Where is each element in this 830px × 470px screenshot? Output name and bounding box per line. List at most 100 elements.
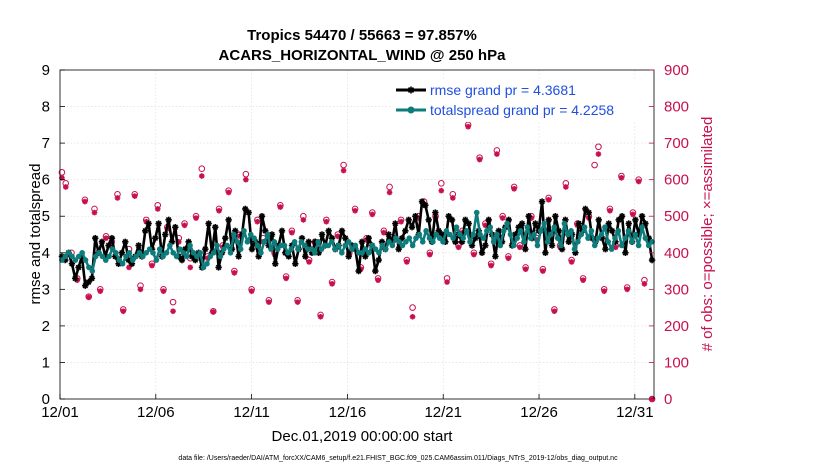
totalspread-point [217,253,224,260]
totalspread-point [534,242,541,249]
rmse-point [408,223,416,231]
totalspread-point [264,231,271,238]
totalspread-point [153,257,160,263]
totalspread-point [170,249,177,256]
totalspread-point [349,246,355,252]
totalspread-point [413,235,419,241]
rmse-point-stroke [575,220,582,227]
totalspread-point [92,253,99,260]
x-tick-label: 12/01 [41,404,79,421]
rmse-point-stroke [172,224,179,231]
rmse-point-stroke [235,253,242,260]
rmse-point [618,213,626,220]
obs-assimilated-point [624,286,630,293]
y-right-tick-label: 500 [664,208,689,225]
totalspread-point [379,242,386,249]
totalspread-point [453,224,460,230]
obs-assimilated-point [352,207,358,214]
obs-assimilated-point-stroke [636,178,642,185]
rmse-point-stroke [479,249,485,256]
rmse-point [482,242,489,249]
obs-assimilated-point [517,244,523,251]
rmse-point-stroke [249,246,255,252]
y-left-tick-label: 3 [42,281,50,298]
obs-assimilated-point [210,309,217,315]
rmse-point-stroke [492,253,499,260]
rmse-point-stroke [585,209,592,216]
totalspread-point [96,249,102,256]
totalspread-point [527,235,534,241]
rmse-point [305,238,312,246]
y-axis-left-label: rmse and totalspread [27,164,44,305]
rmse-point [292,260,299,267]
rmse-point [552,213,559,220]
totalspread-point [507,231,514,238]
obs-assimilated-point [294,299,301,305]
rmse-point [142,227,149,235]
rmse-point [485,216,492,224]
totalspread-point [382,246,389,252]
obs-assimilated-point-stroke [482,222,488,228]
totalspread-point [204,260,210,267]
totalspread-point [86,264,92,271]
totalspread-point [106,253,112,260]
totalspread-point [615,228,622,234]
rmse-point [632,216,639,224]
totalspread-point [544,239,551,245]
totalspread-point [639,224,645,230]
totalspread-point [490,239,497,245]
totalspread-point [457,231,463,238]
rmse-point [75,264,82,271]
totalspread-point [325,242,332,249]
totalspread-point [521,239,527,245]
obs-assimilated-point [630,211,636,218]
totalspread-point [288,246,295,252]
obs-assimilated-point [306,259,312,265]
obs-possible-point [409,304,416,311]
rmse-point [242,205,249,213]
rmse-point [72,275,79,282]
obs-assimilated-point [499,215,506,221]
rmse-point-stroke [405,217,412,223]
legend-rmse-star [407,86,415,94]
totalspread-point [214,242,220,249]
rmse-point-stroke [572,249,579,256]
totalspread-point [430,239,436,245]
rmse-point [412,213,419,220]
obs-assimilated-point [635,178,642,185]
rmse-point-stroke [165,217,172,223]
obs-assimilated-point-stroke [283,275,289,281]
rmse-point-stroke [452,238,459,245]
rmse-point [118,249,126,256]
obs-assimilated-point [563,184,569,190]
totalspread-point [436,235,443,241]
obs-assimilated-point [386,189,393,196]
rmse-point [162,231,169,238]
totalspread-point [504,220,510,227]
totalspread-point [595,235,601,241]
rmse-point [432,209,439,216]
totalspread-point [537,228,544,234]
obs-assimilated-point-stroke [381,230,387,236]
obs-assimilated-point [289,229,295,236]
rmse-point-stroke [72,275,79,282]
totalspread-point [200,264,207,271]
totalspread-point [187,242,193,249]
totalspread-point [261,239,268,245]
obs-assimilated-point-stroke [477,157,483,163]
totalspread-point [167,242,173,249]
rmse-point-stroke [422,202,429,209]
obs-assimilated-point-stroke [266,299,272,305]
obs-assimilated-point [97,288,104,294]
rmse-point-stroke [202,246,209,252]
rmse-point [595,216,602,224]
totalspread-point [318,246,325,252]
rmse-point [272,260,279,267]
totalspread-point [473,209,480,216]
x-tick-label: 12/21 [424,404,462,421]
rmse-point-stroke [549,242,555,249]
totalspread-point [207,253,214,260]
obs-assimilated-point-stroke [540,268,546,274]
totalspread-point [561,220,568,227]
obs-assimilated-point [277,204,284,210]
